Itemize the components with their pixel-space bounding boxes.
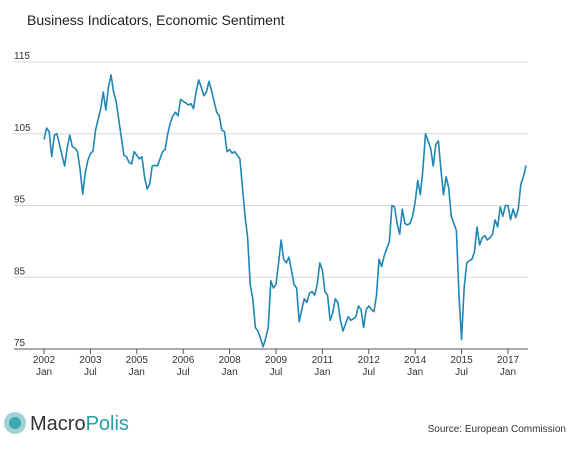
logo: MacroPolis	[30, 413, 129, 435]
x-tick-label: 2014	[404, 355, 427, 366]
x-tick-label: Jan	[407, 367, 423, 378]
x-tick-label: 2006	[172, 355, 195, 366]
logo-part: Macro	[30, 413, 86, 435]
x-tick-label: Jul	[177, 367, 190, 378]
line	[43, 74, 527, 348]
x-tick-label: 2015	[450, 355, 473, 366]
chart-title: Business Indicators, Economic Sentiment	[27, 12, 285, 28]
x-tick-label: 2009	[265, 355, 288, 366]
x-tick-label: Jan	[222, 367, 238, 378]
x-tick-label: 2003	[79, 355, 102, 366]
x-tick-label: Jul	[84, 367, 97, 378]
x-tick-label: 2008	[218, 355, 241, 366]
x-tick-label: Jan	[314, 367, 330, 378]
y-tick-label: 75	[14, 338, 26, 349]
x-tick-label: 2005	[126, 355, 149, 366]
x-tick-label: Jan	[129, 367, 145, 378]
x-tick-label: Jan	[500, 367, 516, 378]
x-tick-label: 2002	[33, 355, 56, 366]
y-tick-label: 85	[14, 266, 26, 277]
x-tick-label: Jan	[36, 367, 52, 378]
y-tick-label: 95	[14, 195, 26, 206]
y-tick-label: 115	[14, 51, 30, 62]
x-tick-label: Jul	[270, 367, 283, 378]
source: Source: European Commission	[428, 424, 566, 435]
y-tick-label: 105	[14, 123, 31, 134]
x-tick-label: 2012	[358, 355, 381, 366]
x-tick-label: 2017	[497, 355, 520, 366]
logo-icon	[4, 412, 26, 434]
x-tick-label: 2011	[312, 355, 334, 366]
x-tick-label: Jul	[455, 367, 468, 378]
x-tick-label: Jul	[362, 367, 375, 378]
logo-part: Polis	[86, 413, 129, 435]
